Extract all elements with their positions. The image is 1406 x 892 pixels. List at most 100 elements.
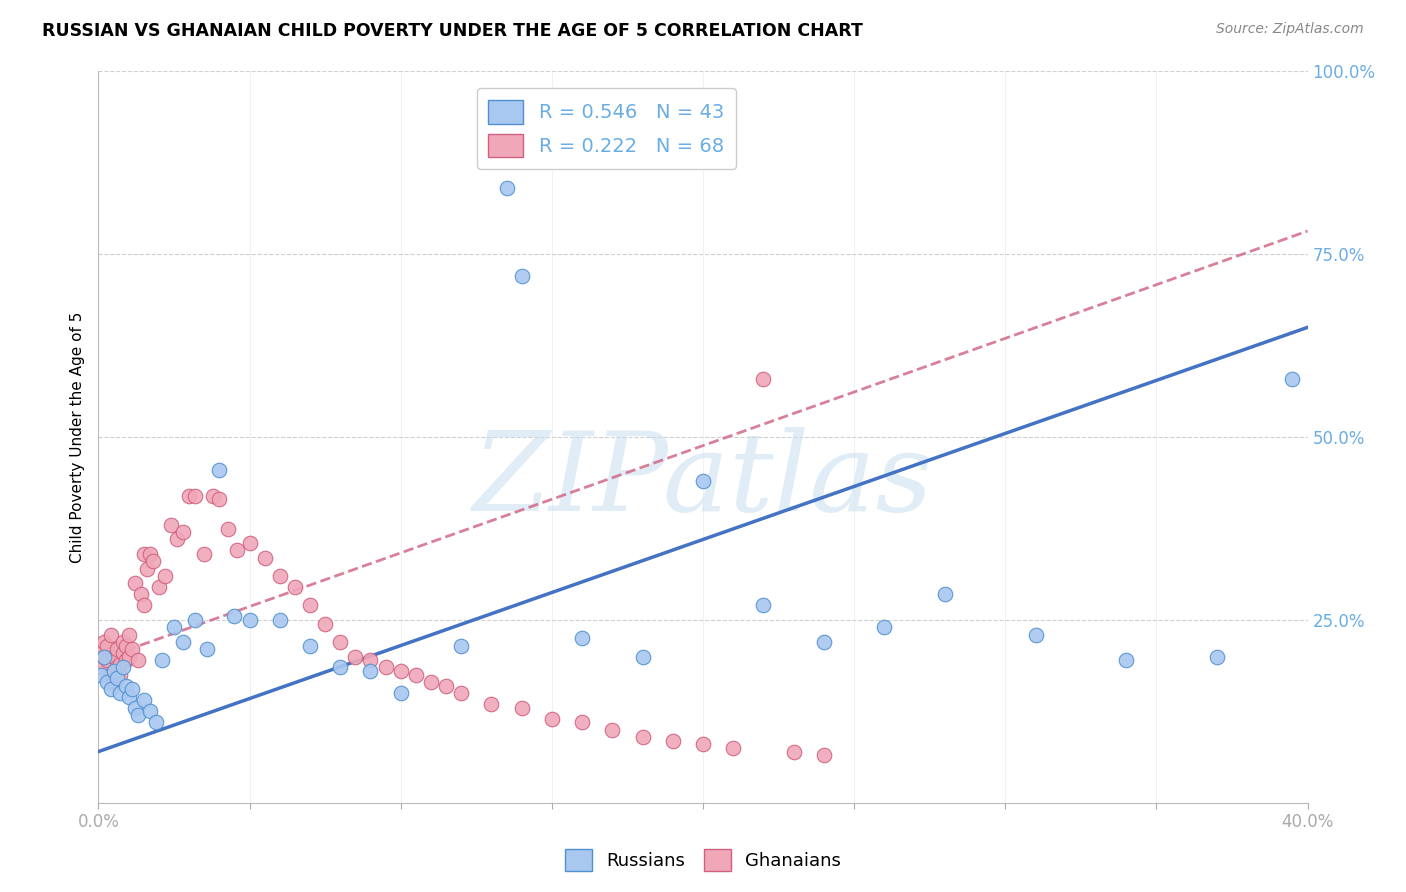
Point [108, 667, 131, 681]
Point [111, 646, 134, 660]
Point [239, 613, 262, 627]
Point [450, 639, 472, 653]
Point [661, 733, 683, 747]
Point [631, 649, 654, 664]
Point [226, 543, 249, 558]
Text: Source: ZipAtlas.com: Source: ZipAtlas.com [1216, 22, 1364, 37]
Point [90, 660, 112, 674]
Point [114, 639, 136, 653]
Point [692, 737, 714, 751]
Point [160, 517, 183, 532]
Point [100, 667, 122, 681]
Point [1206, 649, 1229, 664]
Point [602, 723, 624, 737]
Point [132, 599, 155, 613]
Point [631, 730, 654, 744]
Text: RUSSIAN VS GHANAIAN CHILD POVERTY UNDER THE AGE OF 5 CORRELATION CHART: RUSSIAN VS GHANAIAN CHILD POVERTY UNDER … [42, 22, 863, 40]
Point [118, 627, 141, 641]
Point [202, 489, 225, 503]
Point [118, 649, 141, 664]
Point [124, 576, 146, 591]
Point [510, 700, 533, 714]
Point [100, 627, 122, 641]
Point [127, 653, 149, 667]
Point [132, 547, 155, 561]
Point [420, 675, 443, 690]
Legend: R = 0.546   N = 43, R = 0.222   N = 68: R = 0.546 N = 43, R = 0.222 N = 68 [477, 88, 735, 169]
Y-axis label: Child Poverty Under the Age of 5: Child Poverty Under the Age of 5 [69, 311, 84, 563]
Point [105, 672, 128, 686]
Point [329, 635, 352, 649]
Point [179, 489, 201, 503]
Point [389, 664, 412, 678]
Point [783, 745, 806, 759]
Point [142, 554, 165, 568]
Point [100, 682, 122, 697]
Point [184, 613, 207, 627]
Point [540, 712, 562, 726]
Point [172, 635, 194, 649]
Point [405, 667, 427, 681]
Point [114, 653, 136, 667]
Point [103, 664, 125, 678]
Point [344, 649, 367, 664]
Point [1024, 627, 1046, 641]
Point [723, 740, 745, 755]
Point [434, 679, 457, 693]
Point [132, 693, 155, 707]
Point [166, 533, 188, 547]
Point [127, 708, 149, 723]
Point [208, 463, 231, 477]
Point [108, 686, 131, 700]
Point [314, 616, 336, 631]
Point [481, 697, 503, 711]
Point [145, 715, 167, 730]
Point [813, 748, 835, 763]
Point [93, 649, 115, 664]
Point [135, 562, 157, 576]
Point [193, 547, 215, 561]
Point [450, 686, 472, 700]
Point [571, 632, 593, 646]
Legend: Russians, Ghanaians: Russians, Ghanaians [558, 842, 848, 879]
Point [269, 613, 291, 627]
Point [150, 653, 173, 667]
Point [374, 660, 396, 674]
Point [90, 642, 112, 657]
Point [360, 664, 382, 678]
Point [105, 642, 128, 657]
Point [111, 635, 134, 649]
Point [873, 620, 896, 634]
Point [96, 653, 118, 667]
Point [184, 489, 207, 503]
Point [217, 521, 239, 535]
Point [96, 675, 118, 690]
Point [118, 690, 141, 704]
Point [90, 667, 112, 681]
Point [752, 371, 775, 385]
Point [111, 660, 134, 674]
Point [224, 609, 246, 624]
Point [1115, 653, 1137, 667]
Point [139, 547, 162, 561]
Point [195, 642, 218, 657]
Point [495, 181, 517, 195]
Point [329, 660, 352, 674]
Point [389, 686, 412, 700]
Point [208, 492, 231, 507]
Point [163, 620, 186, 634]
Point [510, 269, 533, 284]
Point [299, 639, 322, 653]
Point [108, 657, 131, 671]
Point [96, 639, 118, 653]
Point [269, 569, 291, 583]
Point [93, 635, 115, 649]
Point [172, 525, 194, 540]
Text: ZIPatlas: ZIPatlas [472, 427, 934, 534]
Point [299, 599, 322, 613]
Point [934, 587, 956, 601]
Point [752, 599, 775, 613]
Point [93, 649, 115, 664]
Point [121, 642, 143, 657]
Point [105, 660, 128, 674]
